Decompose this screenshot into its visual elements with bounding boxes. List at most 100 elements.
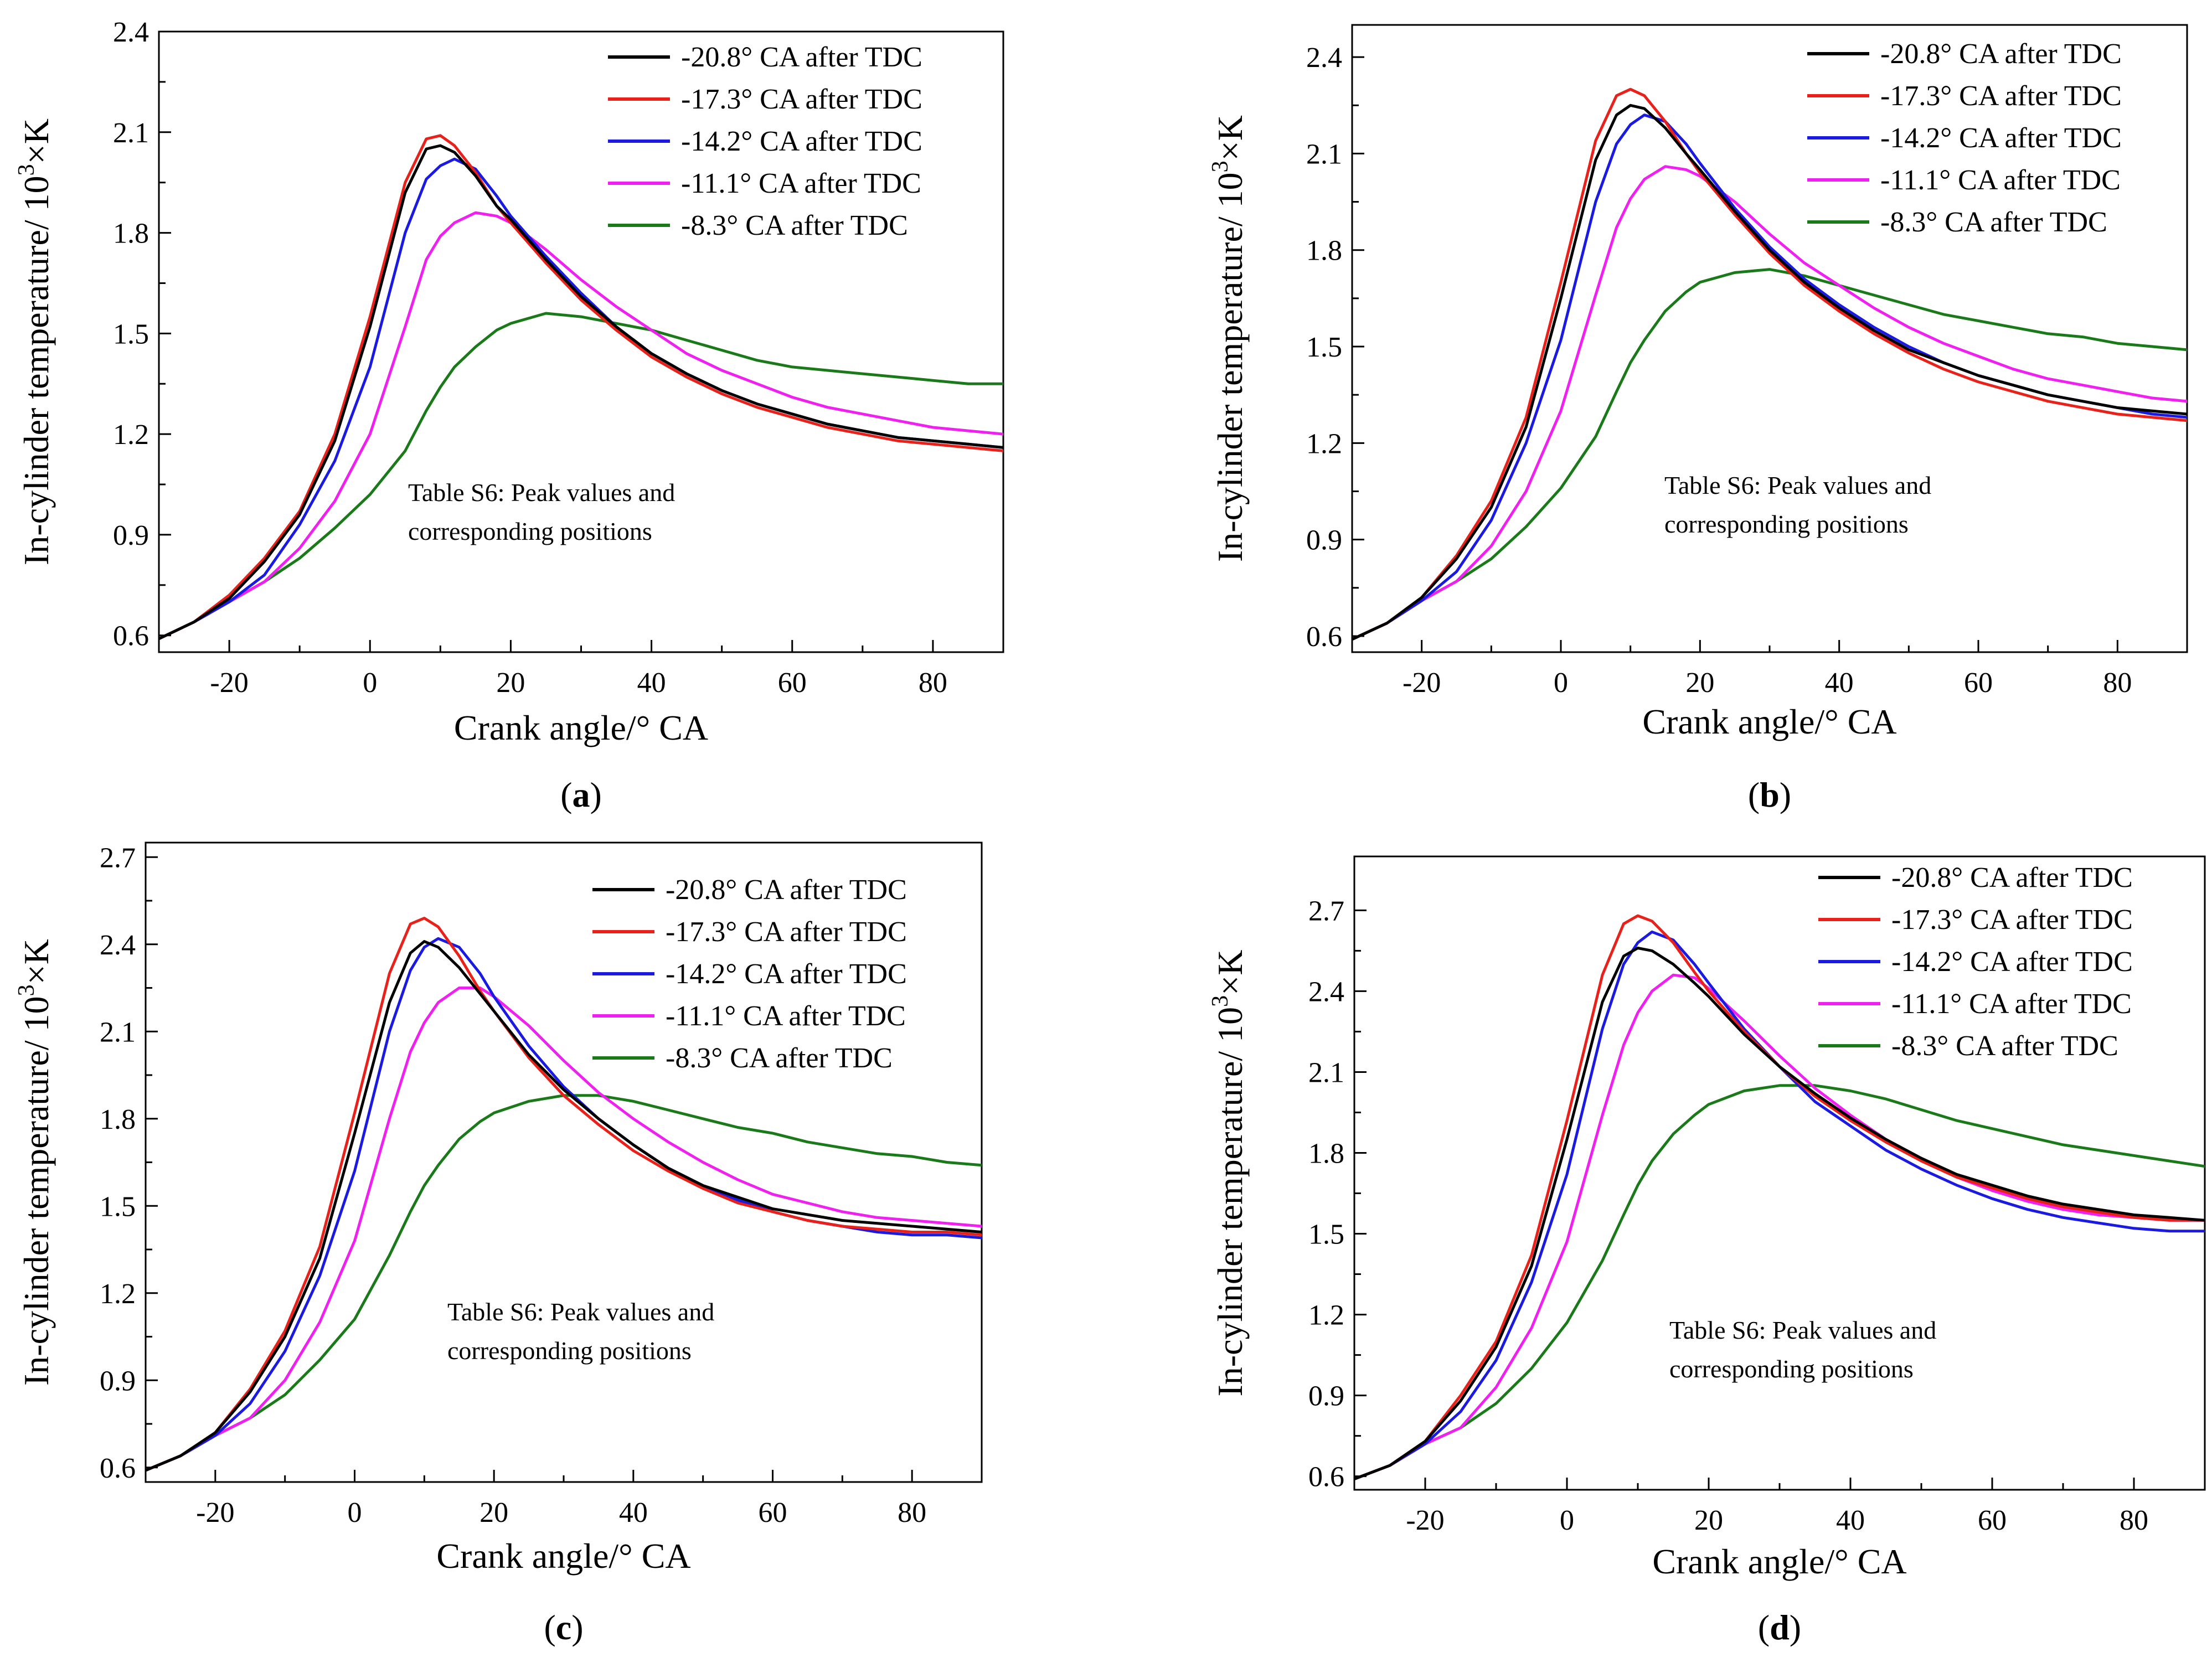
legend-label: -14.2° CA after TDC — [1891, 946, 2133, 978]
x-axis-label: Crank angle/° CA — [436, 1536, 690, 1576]
series-group — [1352, 87, 2187, 641]
x-tick-label: 40 — [637, 667, 666, 699]
legend-label: -11.1° CA after TDC — [1891, 988, 2132, 1020]
x-tick-label: -20 — [210, 667, 248, 699]
annotation-line-1: Table S6: Peak values and — [408, 478, 675, 507]
legend-label: -14.2° CA after TDC — [666, 958, 907, 990]
legend-label: -8.3° CA after TDC — [1891, 1030, 2118, 1062]
legend-label: -11.1° CA after TDC — [1880, 164, 2121, 196]
y-tick-label: 2.7 — [100, 842, 136, 874]
y-tick-label: 0.6 — [100, 1453, 136, 1484]
panel-paren-close: ) — [571, 1608, 583, 1647]
x-tick-label: 80 — [2103, 667, 2132, 699]
y-axis-label-tail: ×K — [1210, 115, 1250, 161]
x-tick-label: 60 — [778, 667, 807, 699]
panel-paren-open: ( — [560, 775, 572, 814]
legend-label: -17.3° CA after TDC — [1891, 904, 2133, 936]
series-line — [1352, 104, 2187, 641]
y-axis-label-main: In-cylinder temperature/ 10 — [17, 996, 56, 1386]
annotation-line-2: corresponding positions — [408, 517, 652, 545]
y-tick-label: 1.2 — [1306, 428, 1342, 459]
x-tick-label: 0 — [363, 667, 377, 699]
x-tick-label: 0 — [1554, 667, 1568, 699]
x-tick-label: 80 — [2120, 1505, 2148, 1536]
y-tick-label: 2.1 — [113, 117, 149, 149]
x-tick-label: 20 — [1694, 1505, 1723, 1536]
y-tick-label: 2.1 — [1308, 1057, 1344, 1088]
legend-label: -8.3° CA after TDC — [681, 210, 908, 241]
series-line — [159, 134, 1003, 641]
y-axis-label-main: In-cylinder temperature/ 10 — [1210, 1007, 1250, 1397]
x-axis-label: Crank angle/° CA — [1652, 1542, 1906, 1581]
series-line — [1354, 914, 2205, 1480]
y-tick-label: 1.5 — [113, 318, 149, 350]
y-axis-label-sup: 3 — [14, 984, 39, 996]
annotation-line-1: Table S6: Peak values and — [1669, 1316, 1936, 1344]
x-axis-label: Crank angle/° CA — [454, 708, 708, 747]
y-axis-label-sup: 3 — [14, 164, 39, 175]
y-tick-label: 0.6 — [1306, 621, 1342, 653]
series-line — [1354, 947, 2205, 1480]
x-axis-label: Crank angle/° CA — [1642, 702, 1896, 741]
y-tick-label: 1.5 — [1306, 332, 1342, 363]
y-axis-label-sup: 3 — [1208, 995, 1233, 1007]
x-tick-label: 20 — [496, 667, 525, 699]
x-tick-label: 20 — [479, 1497, 508, 1529]
legend-label: -20.8° CA after TDC — [681, 42, 922, 73]
y-tick-label: 1.2 — [100, 1278, 136, 1310]
series-line — [159, 144, 1003, 641]
series-group — [1354, 914, 2205, 1480]
panel-letter: b — [1760, 775, 1780, 814]
x-tick-label: 80 — [898, 1497, 926, 1529]
legend-label: -17.3° CA after TDC — [1880, 80, 2122, 112]
legend-label: -11.1° CA after TDC — [681, 168, 921, 199]
series-line — [146, 987, 982, 1472]
y-tick-label: 2.4 — [100, 930, 136, 961]
x-tick-label: 0 — [348, 1497, 362, 1529]
x-tick-label: 80 — [919, 667, 947, 699]
panel-c: -20 0 20 40 60 80 0.6 0.9 1.2 1.5 1.8 2.1 2.4 2.7 -20.… — [14, 841, 983, 1647]
legend-label: -20.8° CA after TDC — [1880, 38, 2122, 70]
panel-paren-open: ( — [1758, 1608, 1770, 1647]
panel-letter: c — [556, 1608, 571, 1647]
y-tick-label: 2.4 — [1308, 976, 1344, 1008]
y-tick-label: 0.9 — [113, 520, 149, 551]
y-tick-label: 2.4 — [1306, 42, 1342, 74]
annotation-line-2: corresponding positions — [1664, 510, 1909, 538]
y-tick-label: 1.5 — [1308, 1219, 1344, 1251]
legend-label: -14.2° CA after TDC — [1880, 122, 2122, 154]
legend-label: -11.1° CA after TDC — [666, 1000, 906, 1032]
series-group — [146, 917, 982, 1472]
y-tick-label: 1.8 — [1308, 1138, 1344, 1169]
y-tick-label: 1.2 — [1308, 1300, 1344, 1331]
series-line — [159, 312, 1003, 641]
annotation-line-2: corresponding positions — [1669, 1355, 1914, 1383]
y-axis-label-sup: 3 — [1208, 161, 1233, 172]
legend-label: -20.8° CA after TDC — [666, 874, 907, 906]
panel-letter: a — [573, 775, 590, 814]
legend-label: -17.3° CA after TDC — [666, 916, 907, 948]
panel-paren-close: ) — [1780, 775, 1791, 814]
y-tick-label: 1.8 — [113, 218, 149, 250]
y-axis-label-tail: ×K — [17, 118, 56, 164]
y-axis-label: In-cylinder temperature/ 103×K — [1208, 115, 1250, 562]
series-line — [146, 940, 982, 1472]
y-axis-label: In-cylinder temperature/ 103×K — [14, 118, 56, 565]
panel-paren-close: ) — [590, 775, 602, 814]
panel-paren-open: ( — [1748, 775, 1760, 814]
panel-letter: d — [1770, 1608, 1790, 1647]
y-tick-label: 2.4 — [113, 17, 149, 48]
panel-a: -20 0 20 40 60 80 0.6 0.9 1.2 1.5 1.8 2.1 2.4 -20.8° … — [14, 17, 1004, 814]
y-tick-label: 0.9 — [1306, 525, 1342, 556]
y-axis-label-tail: ×K — [1210, 950, 1250, 995]
panel-b: -20 0 20 40 60 80 0.6 0.9 1.2 1.5 1.8 2.1 2.4 -20.8° … — [1208, 24, 2188, 814]
series-line — [1352, 87, 2187, 641]
panel-paren-open: ( — [544, 1608, 555, 1647]
legend-label: -14.2° CA after TDC — [681, 126, 922, 157]
x-tick-label: 40 — [1825, 667, 1854, 699]
series-line — [1354, 930, 2205, 1480]
x-tick-label: -20 — [1406, 1505, 1444, 1536]
legend-label: -8.3° CA after TDC — [1880, 206, 2107, 238]
y-tick-label: 1.8 — [100, 1104, 136, 1135]
